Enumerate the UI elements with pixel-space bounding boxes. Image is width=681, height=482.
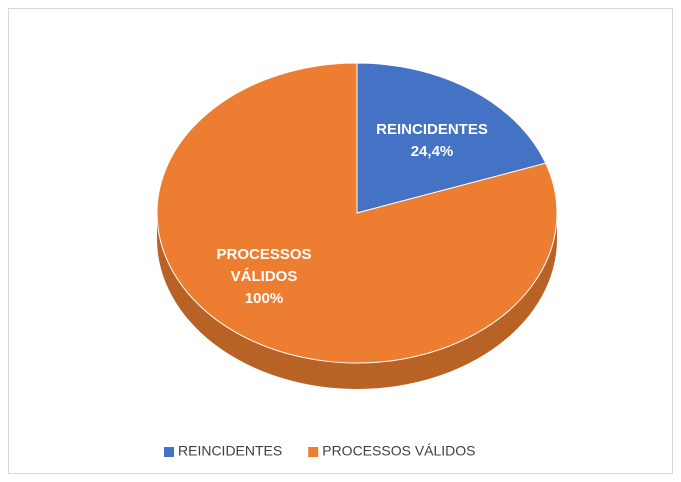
slice-name: PROCESSOS VÁLIDOS (216, 246, 312, 285)
data-label: REINCIDENTES 24,4% (352, 119, 512, 163)
legend-label: PROCESSOS VÁLIDOS (322, 443, 475, 459)
legend-swatch (308, 447, 319, 457)
pie-slice (156, 62, 558, 364)
slice-value: 24,4% (410, 143, 454, 160)
slice-value: 100% (244, 290, 284, 307)
legend-swatch (164, 447, 174, 457)
pie-side (157, 213, 557, 389)
slice-name: REINCIDENTES (376, 121, 488, 138)
legend-label: REINCIDENTES (178, 443, 282, 459)
data-label: PROCESSOS VÁLIDOS 100% (209, 244, 319, 310)
